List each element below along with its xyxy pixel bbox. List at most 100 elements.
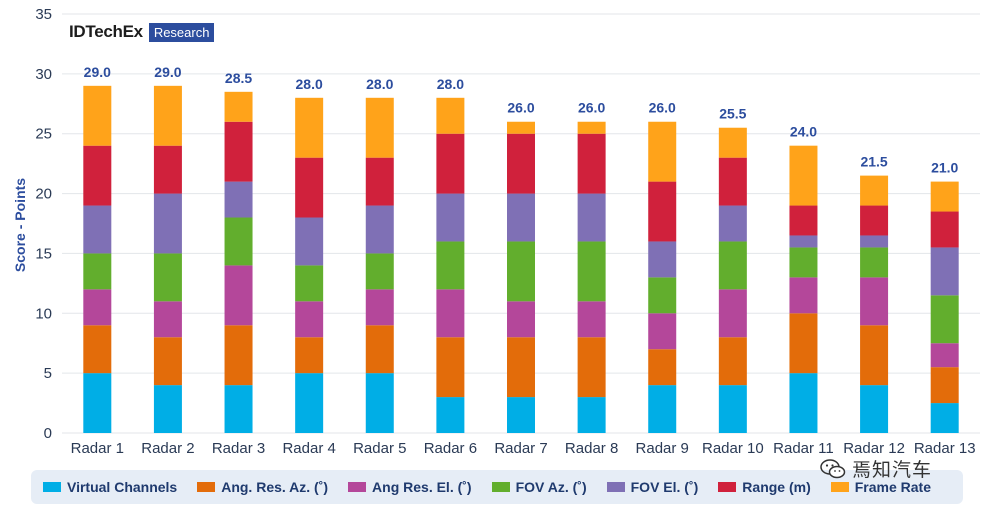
bar-segment-virtual-channels [577,397,606,433]
bar-segment-ang-res-az [718,337,747,386]
bar-segment-range-m [648,181,677,242]
y-tick-label: 5 [44,365,52,382]
bar-segment-fov-az [153,253,182,302]
bar-segment-range-m [436,133,465,194]
bar-segment-ang-res-az [789,313,818,374]
bar-segment-frame-rate [224,91,253,122]
bar-total-label: 28.0 [296,76,323,92]
x-tick-label: Radar 7 [494,440,547,457]
brand-badge: Research [148,22,215,42]
bar-segment-ang-res-el [295,301,324,338]
bar-segment-ang-res-el [860,277,889,326]
bar-segment-virtual-channels [83,373,112,433]
bar-total-label: 24.0 [790,124,817,140]
bar-segment-ang-res-az [153,337,182,386]
x-tick-label: Radar 12 [843,440,905,457]
bar-segment-virtual-channels [507,397,535,433]
bar-segment-fov-az [718,241,747,290]
bar-total-label: 26.0 [578,100,605,116]
bar-segment-ang-res-az [224,325,253,386]
legend-swatch [606,482,625,492]
bar-segment-frame-rate [153,85,182,146]
y-tick-label: 25 [35,126,52,143]
legend-swatch [197,482,216,492]
brand-name: IDTechEx [69,22,143,41]
wechat-icon [820,458,846,478]
bar-segment-ang-res-az [295,337,324,374]
bar-segment-range-m [860,205,889,236]
legend-swatch [830,482,849,492]
legend-label: Frame Rate [854,479,932,495]
bar-segment-frame-rate [718,127,747,158]
bar-segment-frame-rate [930,181,959,212]
y-tick-label: 0 [44,425,52,442]
bar-segment-range-m [83,145,112,206]
bar-segment-ang-res-az [577,337,606,398]
bar-segment-fov-az [436,241,465,290]
bar-segment-ang-res-el [648,313,677,350]
bar-segment-fov-az [860,247,889,278]
bar-segment-ang-res-el [930,343,959,368]
bar-segment-fov-az [577,241,606,302]
bar-segment-frame-rate [436,97,465,134]
legend-item: Virtual Channels [43,479,177,495]
x-tick-label: Radar 11 [773,440,834,457]
bar-segment-ang-res-el [789,277,818,314]
legend-label: Virtual Channels [67,479,178,495]
legend-item: FOV El. (˚) [606,479,698,495]
legend-label: FOV Az. (˚) [515,479,587,495]
bar-segment-range-m [507,133,535,194]
bar-segment-fov-el [577,193,606,242]
bar-segment-ang-res-el [224,265,253,326]
watermark-text: 焉知汽车 [852,460,933,481]
bar-total-labels: 29.0 29.0 28.5 28.0 28.0 28.0 26.0 26.0 26.0 25.5… [84,64,959,176]
bar-segment-fov-az [789,247,818,278]
legend-item: Ang. Res. Az. (˚) [197,479,328,495]
bar-total-label: 21.5 [860,154,887,170]
bar-segment-fov-el [224,181,253,218]
bar-segment-range-m [930,211,959,248]
y-tick-label: 15 [35,245,52,262]
y-tick-label: 20 [35,186,52,203]
bar-segment-fov-az [224,217,253,266]
bar-segment-frame-rate [295,97,324,158]
bar-segment-range-m [153,145,182,194]
y-tick-label: 10 [35,305,52,322]
bar-segment-virtual-channels [930,403,959,433]
bar-segment-frame-rate [789,145,818,206]
bar-segment-ang-res-el [153,301,182,338]
bar-segment-virtual-channels [789,373,818,433]
bar-total-label: 28.5 [225,70,252,86]
bar-segment-fov-az [930,295,959,344]
bar-segment-range-m [718,157,747,206]
chart-legend: Virtual Channels Ang. Res. Az. (˚) Ang Res… [31,470,963,504]
bar-segment-range-m [577,133,606,194]
bar-segment-ang-res-el [436,289,465,338]
bar-segment-fov-el [507,193,535,242]
bar-segment-frame-rate [507,121,535,134]
bar-segment-ang-res-az [507,337,535,398]
y-axis-ticks: 0 5 10 15 20 25 30 35 [35,6,52,442]
x-tick-label: Radar 5 [353,440,406,457]
bar-total-label: 21.0 [931,160,958,176]
bar-segment-fov-el [436,193,465,242]
legend-item: Ang Res. El. (˚) [348,479,472,495]
bar-total-label: 28.0 [437,76,464,92]
x-tick-label: Radar 10 [702,440,764,457]
bar-segment-fov-el [718,205,747,242]
bar-total-label: 29.0 [84,64,111,80]
bar-segment-fov-az [365,253,394,290]
y-axis-label: Score - Points [12,178,28,272]
x-tick-label: Radar 8 [565,440,618,457]
legend-item: Range (m) [718,479,811,495]
bar-total-label: 26.0 [649,100,676,116]
bar-segment-fov-el [153,193,182,254]
bar-segment-range-m [295,157,324,218]
legend-item: FOV Az. (˚) [491,479,587,495]
bar-segment-frame-rate [577,121,606,134]
watermark: 焉知汽车 [820,455,932,482]
bar-segment-ang-res-az [83,325,112,374]
bar-segment-frame-rate [860,175,889,206]
bar-segment-ang-res-az [436,337,465,398]
